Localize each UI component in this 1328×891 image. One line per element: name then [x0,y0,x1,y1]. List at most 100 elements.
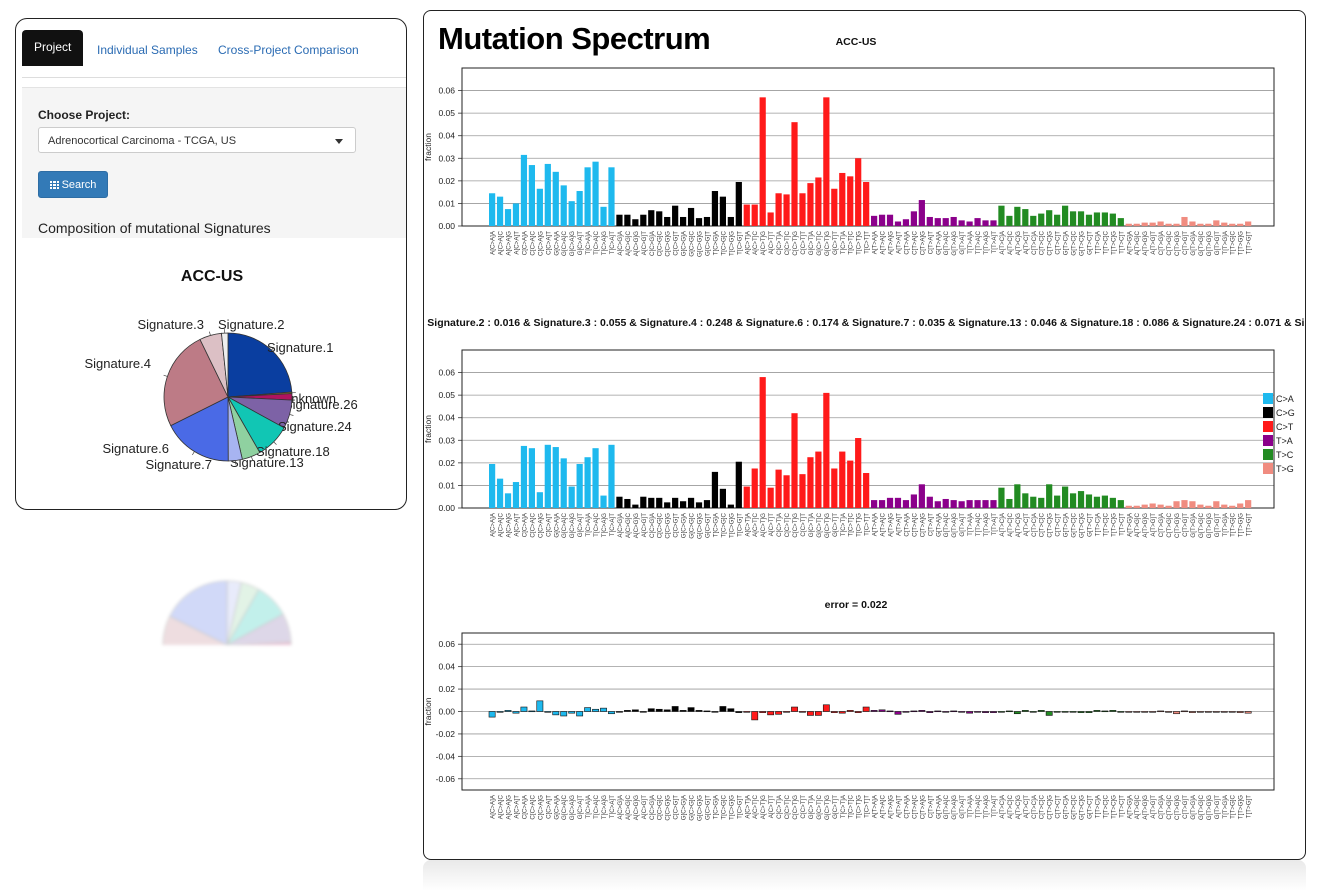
legend-label: T>A [1276,436,1293,446]
y-tick-label: 0.00 [438,221,455,231]
bar-T[C>G]C [719,706,727,712]
x-tick-label: T[C>T]G [856,795,863,819]
x-tick-label: C[T>A]C [911,230,918,254]
bar-G[C>T]A [807,711,814,716]
x-tick-label: T[C>T]A [840,512,847,536]
x-tick-label: T[T>A]A [967,512,974,536]
x-tick-label: T[T>A]A [967,794,974,818]
tab-cross-project-comparison[interactable]: Cross-Project Comparison [218,43,359,57]
bar-A[C>A]A [488,711,496,718]
x-tick-label: T[C>G]G [728,795,735,820]
bar-T[T>C]T [1117,218,1124,226]
bar-C[T>G]A [1157,710,1165,713]
x-tick-label: A[C>A]C [498,794,505,819]
legend-label: C>T [1276,422,1294,432]
y-tick-label: -0.06 [436,774,456,784]
y-tick-label: 0.03 [438,435,455,445]
bar-T[T>A]T [990,220,997,226]
bar-C[C>G]A [647,708,655,712]
bar-G[T>G]A [1189,711,1196,713]
bar-G[T>A]T [958,501,965,508]
x-tick-label: G[T>A]C [943,230,950,255]
x-tick-label: A[T>A]A [872,230,879,254]
project-select[interactable]: Adrenocortical Carcinoma - TCGA, US [38,127,356,153]
pie-slice-signature-6 [169,580,228,645]
x-tick-label: G[C>G]A [681,794,688,820]
search-button[interactable]: Search [38,171,108,198]
bar-C[C>T]A [775,711,783,715]
tab-individual-samples[interactable]: Individual Samples [97,43,198,57]
x-tick-label: G[T>C]T [1086,231,1093,255]
x-tick-label: T[C>A]A [585,512,592,536]
x-tick-label: C[T>G]T [1182,513,1189,537]
bar-T[T>G]G [1237,223,1244,226]
bar-T[C>A]C [592,161,599,226]
x-tick-label: A[C>T]G [760,513,767,537]
bar-T[C>A]T [608,167,615,226]
pie-slice-signature-7 [226,580,242,645]
bar-A[C>A]T [512,482,520,508]
bar-A[C>T]G [759,711,767,713]
x-tick-label: G[C>A]G [569,795,576,820]
bar-C[C>A]C [528,165,535,226]
x-tick-label: C[C>A]T [545,795,552,819]
x-tick-label: G[T>C]C [1071,512,1078,537]
bar-A[T>G]T [1149,503,1156,508]
bar-G[C>G]C [687,207,695,226]
bar-A[T>G]C [1133,505,1140,508]
x-tick-label: C[T>A]A [903,230,910,254]
bar-G[C>A]A [552,447,559,508]
bar-A[C>G]A [616,496,623,508]
tab-project[interactable]: Project [22,30,84,66]
bar-C[T>A]G [918,200,925,226]
bar-C[T>C]A [1029,711,1037,713]
y-tick-label: 0.02 [438,458,455,468]
x-tick-label: A[C>A]A [490,512,497,537]
legend-label: T>G [1276,464,1294,474]
legend-label: C>A [1276,394,1294,404]
x-tick-label: T[C>T]G [856,513,863,537]
bar-G[T>G]C [1197,223,1204,226]
bar-G[T>C]G [1077,211,1085,226]
bar-G[T>C]T [1085,494,1093,508]
x-tick-label: C[C>G]C [657,794,664,820]
bar-C[T>C]G [1046,210,1053,226]
y-tick-label: 0.03 [438,153,455,163]
pie-title: ACC-US [180,268,244,285]
bar-G[T>A]G [950,216,957,226]
bar-T[C>G]A [711,471,719,508]
x-tick-label: G[C>G]T [704,795,711,820]
x-tick-label: G[C>T]T [832,795,839,819]
x-tick-label: C[T>G]C [1166,512,1173,537]
x-tick-label: C[C>A]G [537,231,544,256]
project-select-value: Adrenocortical Carcinoma - TCGA, US [48,135,237,147]
bar-A[T>A]T [894,221,902,226]
y-axis-label: fraction [424,133,433,161]
bar-A[C>A]T [512,203,520,226]
project-panel: Project Individual Samples Cross-Project… [15,18,407,510]
bar-G[T>C]G [1077,491,1085,508]
bar-A[C>G]C [623,710,631,712]
x-tick-label: T[C>T]T [864,231,871,254]
y-tick-label: 0.01 [438,198,455,208]
bar-C[C>G]C [655,708,663,712]
x-tick-label: C[C>T]T [800,231,807,255]
x-tick-label: A[C>T]C [752,512,759,536]
bar-T[T>G]C [1229,505,1236,508]
bar-C[C>A]T [544,444,551,508]
x-tick-label: A[C>G]G [633,513,640,538]
x-tick-label: C[C>A]T [545,231,552,255]
bar-G[T>A]T [958,220,965,226]
bar-A[C>A]G [504,209,512,226]
bar-C[T>C]A [1030,215,1037,226]
bar-T[T>G]T [1244,711,1252,714]
bar-G[C>A]T [576,711,584,717]
x-tick-label: C[T>G]C [1166,794,1173,819]
bar-G[T>C]G [1077,711,1085,713]
pie-slice-signature-13 [226,582,260,645]
bar-G[T>G]T [1213,501,1220,508]
x-tick-label: G[T>A]G [951,795,958,820]
bar-A[C>T]T [767,711,775,716]
y-tick-label: 0.06 [438,639,455,649]
bar-G[T>A]A [934,218,941,226]
